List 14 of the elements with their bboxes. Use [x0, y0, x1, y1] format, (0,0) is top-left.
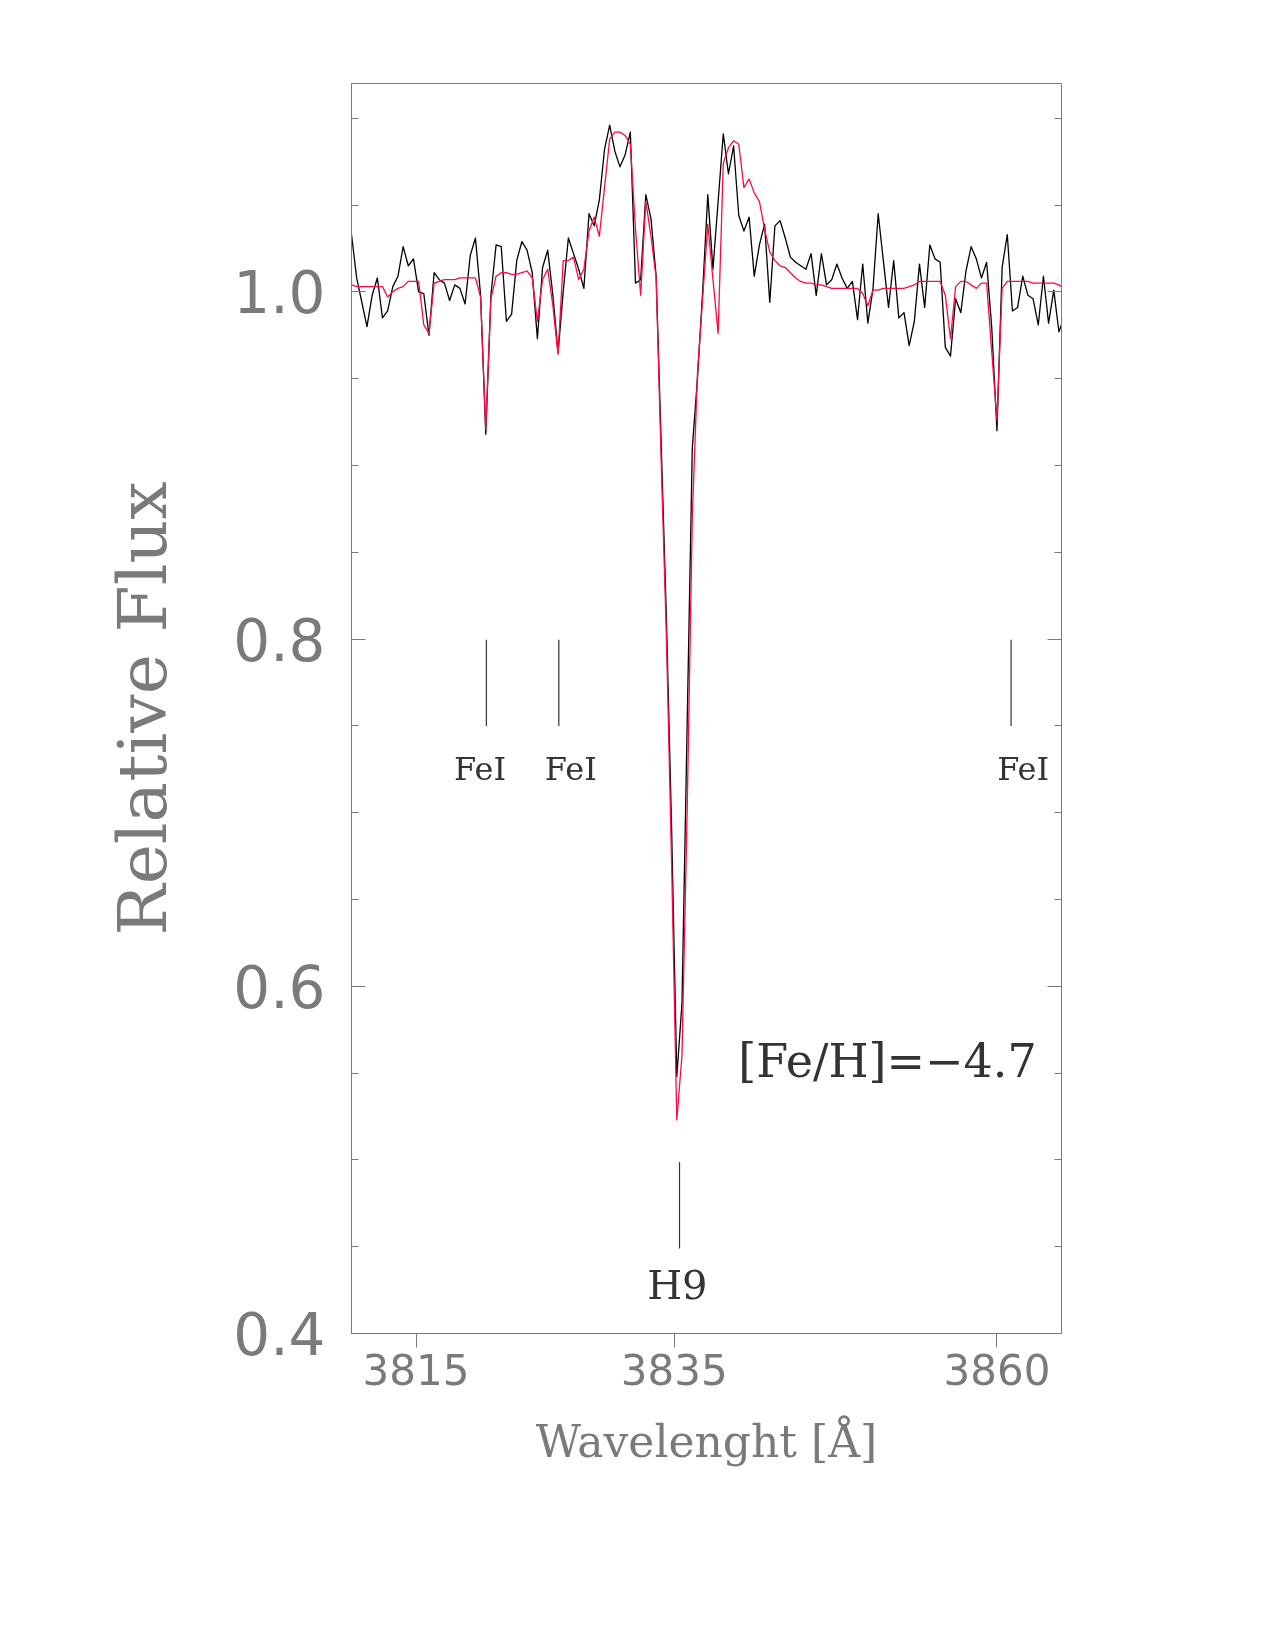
y-tick-label: 1.0	[233, 259, 326, 328]
annotation: FeI	[997, 749, 1050, 788]
y-tick-label: 0.6	[233, 953, 326, 1022]
x-tick-label: 3860	[943, 1345, 1051, 1395]
annotation: [Fe/H]=−4.7	[738, 1034, 1037, 1088]
y-tick-label: 0.8	[233, 606, 326, 675]
x-axis-title: Wavelenght [Å]	[535, 1414, 878, 1467]
annotation: FeI	[453, 749, 507, 788]
y-axis-title: Relative Flux	[103, 481, 183, 936]
annotation: FeI	[544, 749, 597, 788]
x-tick-label: 3835	[620, 1345, 728, 1395]
y-tick-label: 0.4	[233, 1301, 326, 1369]
annotation: H9	[647, 1262, 708, 1309]
x-tick-label: 3815	[362, 1345, 470, 1395]
